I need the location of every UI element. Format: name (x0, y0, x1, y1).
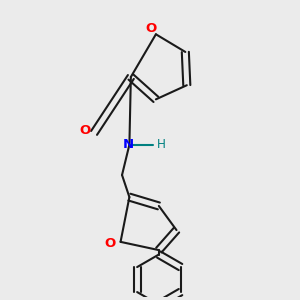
Text: O: O (146, 22, 157, 35)
Text: H: H (157, 138, 166, 151)
Text: N: N (122, 138, 134, 151)
Text: O: O (80, 124, 91, 137)
Text: O: O (105, 237, 116, 250)
